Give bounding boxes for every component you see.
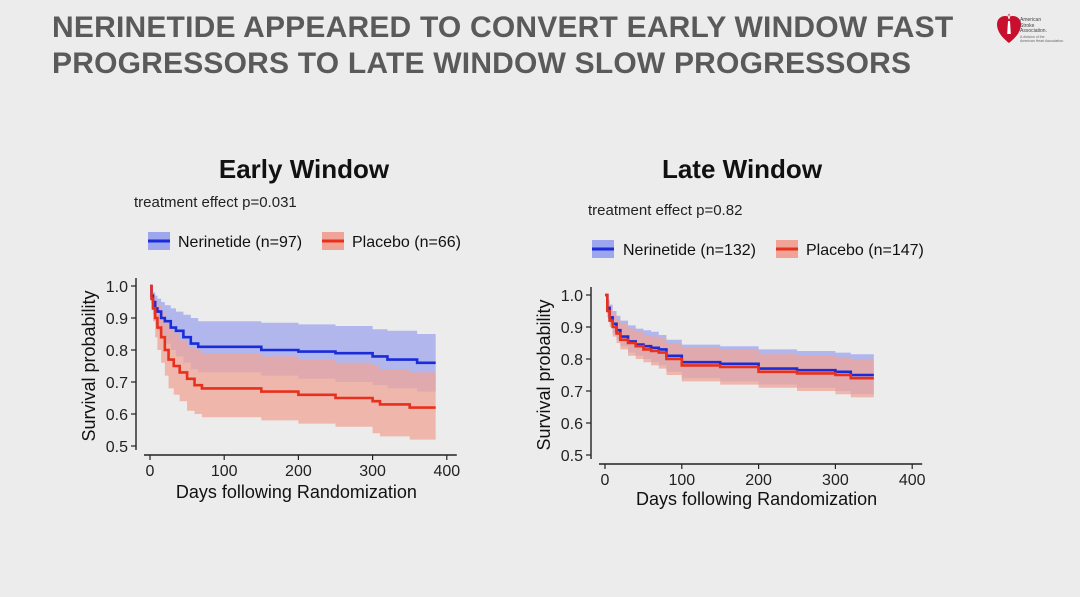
legend-item: Placebo (n=66) <box>322 232 461 251</box>
y-tick-label: 0.8 <box>561 352 583 369</box>
x-tick-label: 0 <box>601 472 610 489</box>
y-tick-label: 0.9 <box>561 320 583 337</box>
logo-sub-1: A division of the <box>1020 34 1045 39</box>
chart-subtitle: treatment effect p=0.82 <box>588 202 742 219</box>
logo-sub-2: American Heart Association. <box>1020 38 1064 43</box>
legend-label: Placebo (n=147) <box>806 242 924 259</box>
american-stroke-association-logo: American Stroke Association. A division … <box>996 12 1066 52</box>
legend-item: Nerinetide (n=132) <box>592 240 756 259</box>
x-tick-label: 100 <box>211 463 238 480</box>
x-tick-label: 200 <box>745 472 772 489</box>
survival-line <box>150 284 436 409</box>
x-tick-label: 100 <box>668 472 695 489</box>
legend-label: Nerinetide (n=132) <box>623 242 756 259</box>
x-tick-label: 300 <box>822 472 849 489</box>
y-tick-label: 0.6 <box>106 407 128 424</box>
y-tick-label: 0.6 <box>561 416 583 433</box>
confidence-band <box>150 286 436 443</box>
y-tick-label: 0.8 <box>106 343 128 360</box>
y-tick-label: 1.0 <box>106 279 128 296</box>
y-tick-label: 0.7 <box>561 384 583 401</box>
slide-title: NERINETIDE APPEARED TO CONVERT EARLY WIN… <box>52 10 972 82</box>
y-axis-label: Survival probability <box>79 290 99 441</box>
chart-title: Late Window <box>662 154 823 184</box>
x-tick-label: 200 <box>285 463 312 480</box>
legend-item: Nerinetide (n=97) <box>148 232 302 251</box>
x-axis-label: Days following Randomization <box>636 489 877 509</box>
logo-wordmark: American Stroke Association. A division … <box>1020 17 1064 43</box>
y-tick-label: 1.0 <box>561 288 583 305</box>
legend-item: Placebo (n=147) <box>776 240 924 259</box>
heart-torch-icon <box>997 13 1021 43</box>
slide-title-line-1: NERINETIDE APPEARED TO CONVERT EARLY WIN… <box>52 11 954 44</box>
y-tick-label: 0.5 <box>106 439 128 456</box>
legend-label: Placebo (n=66) <box>352 234 461 251</box>
y-tick-label: 0.9 <box>106 311 128 328</box>
logo-line-3: Association. <box>1020 28 1047 34</box>
y-axis-label: Survival probability <box>534 299 554 450</box>
x-tick-label: 400 <box>899 472 926 489</box>
y-tick-label: 0.7 <box>106 375 128 392</box>
x-tick-label: 300 <box>359 463 386 480</box>
chart-title: Early Window <box>219 154 390 184</box>
survival-line <box>605 293 874 380</box>
y-tick-label: 0.5 <box>561 448 583 465</box>
legend-label: Nerinetide (n=97) <box>178 234 302 251</box>
logo-line-2: Stroke <box>1020 22 1035 29</box>
x-tick-label: 0 <box>146 463 155 480</box>
chart-subtitle: treatment effect p=0.031 <box>134 194 297 211</box>
slide-title-line-2: PROGRESSORS TO LATE WINDOW SLOW PROGRESS… <box>52 47 912 80</box>
logo-line-1: American <box>1020 17 1042 23</box>
x-tick-label: 400 <box>433 463 460 480</box>
x-axis-label: Days following Randomization <box>176 482 417 502</box>
